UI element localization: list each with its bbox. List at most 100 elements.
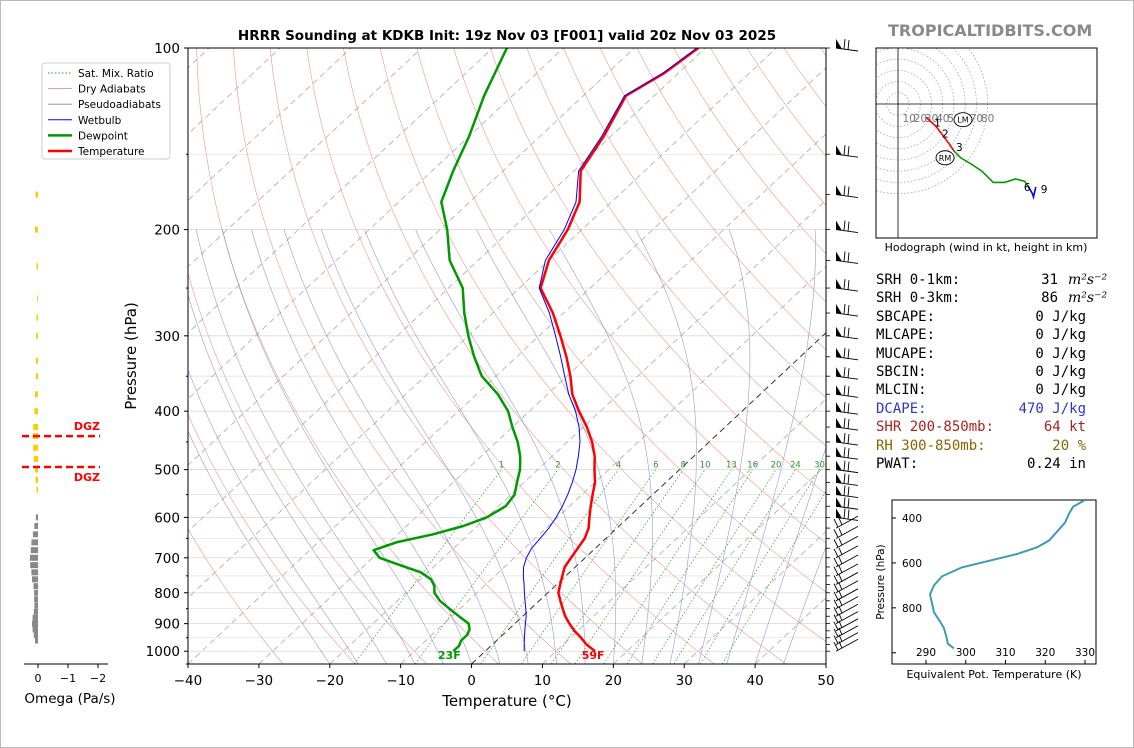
hodograph-ring-label: 10 (903, 113, 916, 125)
skewt-frame (187, 47, 827, 665)
param-row: DCAPE: 470 J/kg (876, 400, 1126, 418)
moist-adiabat-line (251, 229, 472, 664)
wind-barb (833, 554, 859, 568)
barb-flag (836, 385, 842, 396)
barb-staff (835, 596, 859, 610)
barb-feather (847, 304, 850, 316)
barb-feather (847, 498, 850, 509)
barb-feather (833, 575, 839, 584)
wind-barb (835, 347, 859, 361)
hodograph-frame (875, 47, 1098, 239)
isotherm-line (542, 398, 826, 664)
moist-adiabat-line (549, 229, 653, 664)
param-value: 64 kt (1043, 419, 1086, 436)
param-row: SHR 200-850mb: 64 kt (876, 418, 1126, 436)
omega-bar-dgz (36, 263, 38, 270)
moist-adiabat-line (222, 229, 444, 664)
x-tick-label: −20 (316, 673, 345, 689)
barb-feather (838, 538, 843, 546)
theta-e-y-tick-label: 600 (902, 558, 922, 570)
storm-motion-marker (953, 112, 973, 128)
legend-label: Sat. Mix. Ratio (78, 68, 154, 80)
mixing-ratio-line (354, 469, 502, 664)
barb-flag (836, 460, 842, 471)
y-tick-label: 200 (154, 223, 180, 239)
param-label: MUCAPE: (876, 345, 936, 362)
barb-flag (836, 497, 842, 508)
barb-feather (843, 145, 846, 156)
omega-bar (33, 632, 38, 639)
legend-label: Wetbulb (78, 115, 122, 127)
barb-flag (836, 418, 842, 429)
barb-flag (836, 473, 842, 484)
omega-bar-dgz (35, 391, 38, 398)
moist-adiabat-line (635, 229, 697, 664)
barb-staff (835, 554, 859, 568)
barb-feather (843, 473, 846, 484)
wind-barb (835, 367, 859, 380)
wind-barb (833, 625, 859, 639)
skewt-background-lines: 1 2 4 6 8 10 13 16 20 24 30 36 (188, 48, 826, 664)
wind-barb (833, 535, 859, 549)
theta-e-x-label: Equivalent Pot. Temperature (K) (906, 668, 1081, 681)
hodograph-trace-3-6km (953, 150, 1029, 187)
omega-bar (34, 589, 38, 596)
moist-adiabat-line (283, 229, 501, 664)
moist-adiabat-line (188, 430, 331, 664)
barb-feather (843, 497, 846, 508)
param-row: MLCAPE: 0 J/kg (876, 326, 1126, 344)
dry-adiabat-line (526, 48, 826, 447)
barb-staff (835, 638, 859, 652)
dry-adiabat-line (233, 48, 571, 664)
legend-box (41, 62, 171, 160)
mixing-ratio-line (551, 469, 684, 664)
barb-feather (833, 557, 839, 567)
isotherm-line (683, 530, 826, 664)
mixing-ratio-label: 13 (726, 461, 737, 471)
param-label: MLCAPE: (876, 327, 936, 344)
omega-tick-label: −1 (60, 672, 76, 685)
param-value: 0.24 in (1026, 455, 1086, 472)
barb-feather (838, 590, 843, 598)
x-tick-label: −40 (174, 673, 203, 689)
y-tick-label: 300 (154, 329, 180, 345)
hodograph-ring-label: 40 (936, 113, 949, 125)
barb-feather (838, 606, 843, 614)
param-label: SBCIN: (876, 363, 927, 380)
moist-adiabat-line (726, 229, 816, 664)
skewt-axes: 59F 23F −40 −30 −20 −10 0 10 20 30 40 50 100 200 300 40… (146, 41, 835, 689)
omega-tick-label: −2 (90, 672, 106, 685)
wind-barb (835, 38, 859, 52)
dry-adiabat-line (636, 48, 826, 303)
barb-flag (836, 326, 842, 337)
moist-adiabat-line (321, 229, 529, 664)
y-tick-label: 100 (154, 41, 180, 57)
barb-flag (836, 347, 842, 358)
barb-feather (847, 448, 850, 459)
mixing-ratio-line (574, 469, 706, 664)
barb-feather (847, 386, 850, 397)
barb-flag (836, 279, 842, 290)
mixing-ratio-line (480, 469, 619, 664)
omega-bar-dgz (33, 444, 38, 451)
legend-label: Temperature (77, 146, 145, 158)
dry-adiabat-line (563, 48, 826, 399)
wind-barb (835, 418, 859, 431)
barb-feather (843, 185, 846, 196)
barb-feather (847, 461, 850, 472)
omega-bar (34, 596, 38, 603)
mixing-ratio-line (721, 490, 826, 664)
param-value: 0 J/kg (1035, 327, 1086, 344)
wind-barb (833, 515, 859, 529)
barb-feather (843, 220, 846, 231)
wind-barb (835, 326, 859, 340)
wind-barb (835, 447, 859, 460)
param-value: 0 J/kg (1035, 382, 1086, 399)
barb-flag (836, 251, 842, 262)
omega-bar-dgz (35, 191, 38, 198)
dewpoint-line (372, 48, 522, 653)
barb-feather (833, 621, 839, 630)
omega-bar-dgz (35, 226, 38, 233)
hodograph-ring-label: 30 (925, 113, 938, 125)
